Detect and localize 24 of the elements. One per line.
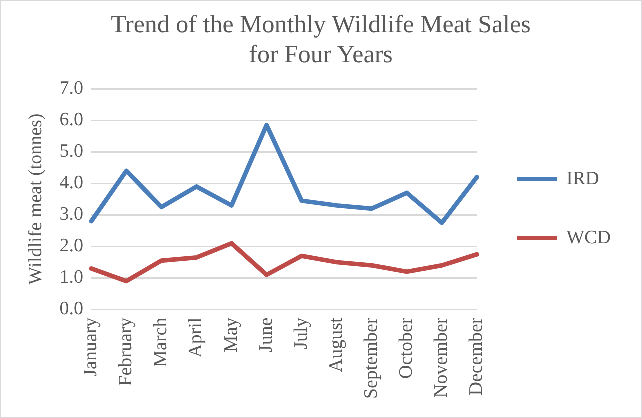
y-tick-label: 0.0 [60, 298, 84, 320]
x-tick-label: January [80, 317, 102, 377]
x-tick-label: November [431, 317, 452, 398]
y-tick-label: 3.0 [60, 204, 84, 226]
y-tick-label: 1.0 [60, 267, 84, 288]
x-tick-label: April [186, 318, 207, 358]
y-tick-label: 4.0 [60, 172, 84, 194]
y-tick-label: 2.0 [60, 236, 84, 257]
x-tick-label: September [360, 317, 382, 400]
x-tick-label: October [396, 317, 418, 379]
y-tick-label: 6.0 [60, 110, 84, 131]
x-tick-label: December [466, 317, 488, 396]
x-tick-label: June [256, 318, 277, 353]
legend-label: WCD [566, 227, 611, 248]
x-tick-label: May [220, 317, 242, 353]
y-tick-label: 7.0 [60, 78, 84, 99]
y-axis-title: Wildlife meat (tonnes) [25, 114, 46, 285]
x-tick-label: March [150, 317, 172, 368]
x-tick-label: February [116, 317, 137, 386]
x-tick-label: August [326, 317, 347, 373]
y-tick-label: 5.0 [60, 141, 84, 162]
x-tick-label: July [290, 317, 312, 350]
legend-label: IRD [566, 168, 600, 190]
chart-title: Trend of the Monthly Wildlife Meat Sales for Four Years [111, 12, 531, 69]
